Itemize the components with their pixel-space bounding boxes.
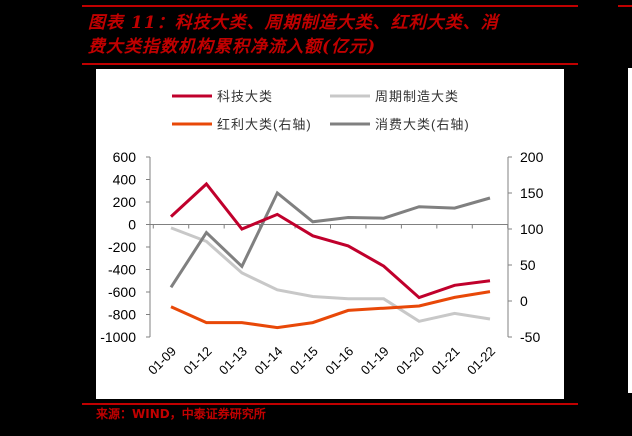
- chart-title-line1: 图表 11：科技大类、周期制造大类、红利大类、消: [88, 13, 499, 33]
- x-axis-tick-label: 01-16: [322, 344, 356, 378]
- chart-panel: 600 400 200 0 -200 -400 -600 -800 -1000 200 150 100…: [96, 69, 564, 399]
- x-axis-tick-label: 01-09: [145, 344, 179, 378]
- left-axis-tick-label: -400: [108, 262, 136, 278]
- x-axis-tick-label: 01-22: [464, 344, 498, 378]
- left-axis-tick-label: 0: [128, 217, 136, 233]
- x-axis-tick-label: 01-19: [358, 344, 392, 378]
- left-axis-tick-label: -1000: [100, 329, 136, 345]
- dividend-series-line: [170, 290, 491, 330]
- chart-title-line2: 费大类指数机构累积净流入额(亿元): [88, 37, 377, 57]
- legend-item-cyclical-label: 周期制造大类: [375, 89, 459, 104]
- cyclical-series-line: [170, 226, 491, 323]
- left-axis-tick-label: -200: [108, 239, 136, 255]
- right-axis-tick-label: 50: [520, 257, 536, 273]
- left-axis-tick-label: -600: [108, 284, 136, 300]
- x-axis-tick-label: 01-21: [429, 344, 463, 378]
- x-axis-tick-label: 01-13: [216, 344, 250, 378]
- right-axis-tick-label: 200: [520, 149, 544, 165]
- x-axis-tick-label: 01-15: [287, 344, 321, 378]
- legend-item-tech-label: 科技大类: [217, 89, 273, 104]
- left-axis-tick-label: 600: [113, 149, 137, 165]
- left-axis-tick-label: 200: [113, 194, 137, 210]
- right-axis-tick-label: 150: [520, 185, 544, 201]
- title-bottom-rule: [82, 63, 578, 65]
- consumer-series-line: [169, 190, 491, 289]
- x-axis-tick-label: 01-14: [251, 344, 285, 378]
- right-axis-tick-label: 0: [520, 293, 528, 309]
- right-axis-tick-label: 100: [520, 221, 544, 237]
- line-chart: 600 400 200 0 -200 -400 -600 -800 -1000 200 150 100…: [100, 89, 544, 378]
- left-axis-tick-label: 400: [113, 172, 137, 188]
- legend-item-dividend-label: 红利大类(右轴): [217, 117, 312, 132]
- chart-title: 图表 11：科技大类、周期制造大类、红利大类、消 费大类指数机构累积净流入额(亿…: [88, 11, 568, 59]
- title-top-rule: [82, 5, 578, 7]
- x-axis-tick-label: 01-12: [180, 344, 214, 378]
- source-note: 来源：WIND，中泰证券研究所: [96, 407, 266, 421]
- adjacent-figure-rule: [618, 5, 632, 7]
- x-axis-tick-label: 01-20: [393, 344, 427, 378]
- left-axis-tick-label: -800: [108, 307, 136, 323]
- adjacent-figure-panel: [628, 68, 632, 393]
- right-axis-tick-label: -50: [520, 329, 540, 345]
- tech-series-line: [169, 181, 491, 300]
- source-top-rule: [82, 403, 578, 405]
- legend-item-consumer-label: 消费大类(右轴): [375, 117, 470, 132]
